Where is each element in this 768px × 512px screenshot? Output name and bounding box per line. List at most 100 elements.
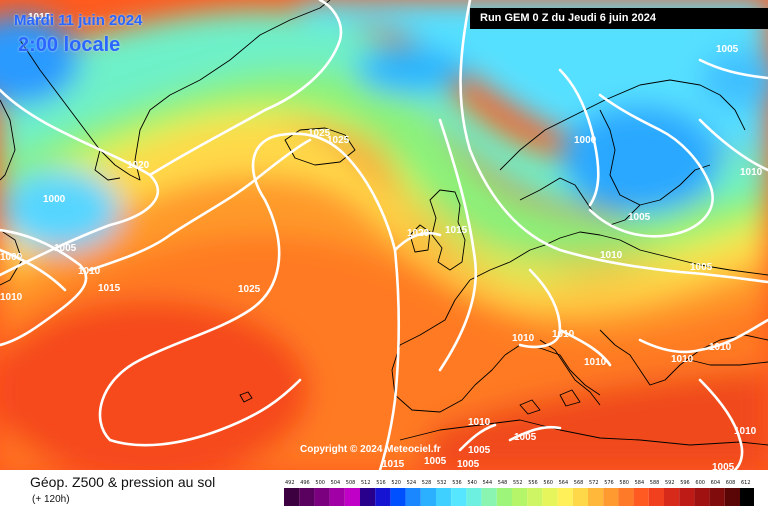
scale-tick-label: 504 [331,480,341,486]
scale-swatch [496,488,512,506]
scale-tick-label: 512 [361,480,371,486]
scale-swatch [709,488,725,506]
isobar-label: 1000 [574,135,597,146]
isobar-label: 1005 [457,459,480,470]
legend-title: Géop. Z500 & pression au sol [30,474,216,490]
isobar-label: 1005 [716,44,739,55]
scale-tick-label: 500 [315,480,325,486]
scale-swatch [405,488,421,506]
forecast-date: Mardi 11 juin 2024 [14,12,143,29]
isobar-label: 1010 [671,354,694,365]
isobar-label: 1000 [43,194,66,205]
forecast-map: 1015 1020 1000 1005 1010 1000 1010 1015 … [0,0,768,470]
isobar-label: 1010 [552,329,575,340]
scale-swatch [299,488,315,506]
scale-tick-label: 540 [467,480,477,486]
isobar-label: 1005 [468,445,491,456]
isobar-label: 1000 [0,252,23,263]
scale-tick-label: 592 [665,480,675,486]
isobar-label: 1025 [327,135,350,146]
scale-tick-label: 556 [528,480,538,486]
scale-tick-label: 552 [513,480,523,486]
scale-tick-label: 496 [300,480,310,486]
isobar-label: 1015 [445,225,468,236]
scale-swatch [466,488,482,506]
scale-swatch [633,488,649,506]
scale-tick-label: 544 [483,480,493,486]
scale-tick-label: 548 [498,480,508,486]
scale-swatch [618,488,634,506]
scale-tick-label: 560 [543,480,553,486]
run-info-box: Run GEM 0 Z du Jeudi 6 juin 2024 [470,8,768,29]
scale-tick-label: 604 [711,480,721,486]
isobar-label: 1010 [584,357,607,368]
scale-swatch [588,488,604,506]
forecast-time: 2:00 locale [18,34,121,56]
isobar-label: 1025 [238,284,261,295]
scale-tick-label: 600 [695,480,705,486]
scale-swatch [375,488,391,506]
scale-tick-label: 564 [559,480,569,486]
isobar-label: 1005 [514,432,537,443]
isobar-label: 1015 [28,12,51,23]
isobar-label: 1010 [709,342,732,353]
isobar-label: 1025 [308,128,331,139]
isobar-label: 1005 [628,212,651,223]
scale-tick-label: 532 [437,480,447,486]
scale-swatch [420,488,436,506]
isobar-label: 1010 [468,417,491,428]
scale-swatch [664,488,680,506]
scale-tick-label: 524 [407,480,417,486]
scale-swatch [481,488,497,506]
scale-swatch [542,488,558,506]
scale-swatch [527,488,543,506]
scale-swatch [724,488,740,506]
scale-swatch [314,488,330,506]
scale-swatch [390,488,406,506]
isobar-label: 1005 [690,262,713,273]
scale-swatch [679,488,695,506]
scale-tick-label: 536 [452,480,462,486]
isobar-label: 1015 [98,283,121,294]
isobar-label: 1010 [600,250,623,261]
scale-swatch [740,488,754,506]
scale-swatch [451,488,467,506]
isobar-label: 1010 [512,333,535,344]
isobar-label: 1010 [734,426,757,437]
isobar-labels: 1015 1020 1000 1005 1010 1000 1010 1015 … [0,12,763,470]
scale-swatch [360,488,376,506]
scale-tick-label: 584 [635,480,645,486]
isobar-label: 1020 [407,228,430,239]
scale-swatch [284,488,300,506]
scale-swatch [329,488,345,506]
scale-tick-label: 528 [422,480,432,486]
geopotential-field: 1015 1020 1000 1005 1010 1000 1010 1015 … [0,0,768,470]
isobar-label: 1020 [127,160,150,171]
scale-tick-label: 612 [741,480,751,486]
isobars [0,0,768,470]
isobar-label: 1010 [740,167,763,178]
scale-tick-label: 568 [574,480,584,486]
scale-tick-label: 576 [604,480,614,486]
isobar-label: 1005 [712,462,735,470]
scale-tick-label: 588 [650,480,660,486]
scale-swatch [512,488,528,506]
copyright-text: Copyright © 2024 Meteociel.fr [300,444,441,455]
map-canvas: 1015 1020 1000 1005 1010 1000 1010 1015 … [0,0,768,470]
scale-tick-label: 516 [376,480,386,486]
scale-swatch [436,488,452,506]
legend-panel: Géop. Z500 & pression au sol (+ 120h) 49… [0,470,768,512]
scale-swatch [557,488,573,506]
scale-tick-label: 608 [726,480,736,486]
scale-tick-label: 572 [589,480,599,486]
scale-swatch [648,488,664,506]
scale-tick-label: 596 [680,480,690,486]
isobar-label: 1015 [382,459,405,470]
scale-swatch [694,488,710,506]
scale-swatch [603,488,619,506]
isobar-label: 1005 [424,456,447,467]
scale-swatch [344,488,360,506]
legend-subtitle: (+ 120h) [32,494,70,505]
color-scale: 492 496 500 504 508 512 516 520 524 528 532 536 540 5… [284,480,754,506]
isobar-label: 1010 [78,266,101,277]
